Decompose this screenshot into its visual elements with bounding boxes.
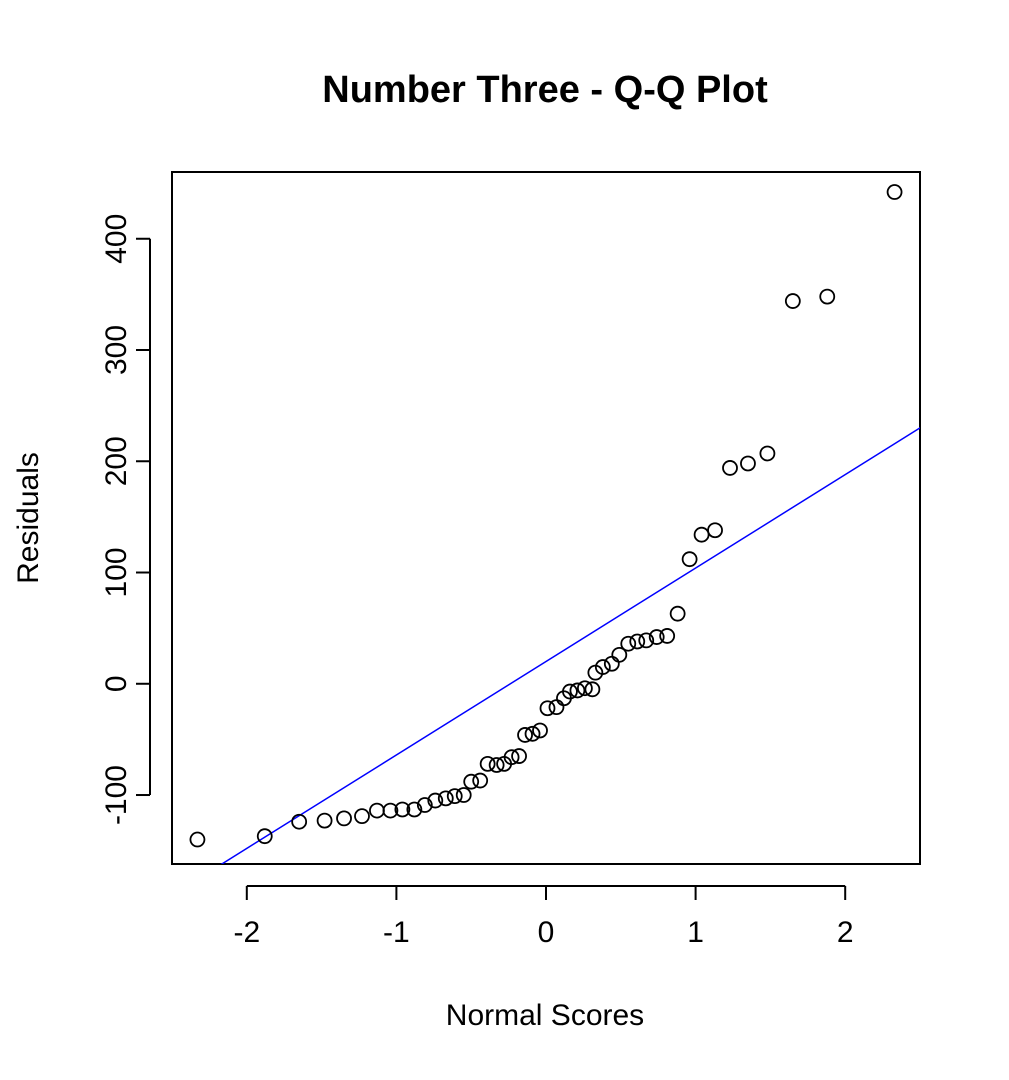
data-point [562,683,578,700]
data-point [517,727,533,743]
y-tick-label: -100 [100,765,133,825]
data-point [759,445,776,462]
data-point [620,635,637,652]
data-point [886,184,903,200]
data-point [406,801,423,818]
plot-area-frame [171,171,921,865]
data-point [603,655,620,672]
data-point [584,681,601,698]
data-point [479,755,496,772]
data-point [472,772,489,789]
x-tick-label: 1 [687,916,704,949]
data-point [463,773,480,790]
data-point [576,680,593,697]
data-point [369,802,385,819]
y-axis-label: Residuals [12,452,45,584]
y-tick-label: 0 [100,675,133,692]
data-point [722,460,738,476]
chart-title: Number Three - Q-Q Plot [322,69,768,111]
y-tick-label: 400 [100,214,133,264]
data-point [382,802,399,819]
data-point [256,828,273,845]
x-tick-label: -1 [383,916,410,949]
x-axis-label: Normal Scores [446,999,644,1032]
points-layer [189,184,903,848]
data-point [394,801,411,818]
y-tick-label: 200 [100,436,133,486]
data-point [539,700,556,717]
data-point [354,808,370,825]
data-point [189,831,206,848]
data-point [336,810,352,827]
data-point [659,628,676,644]
data-point [446,788,463,805]
data-point [416,797,433,813]
data-point [291,813,308,830]
data-point [669,605,686,622]
data-point [707,522,723,539]
data-point [638,632,655,649]
data-point [511,748,527,764]
reference-line-layer [220,426,920,864]
data-point [455,787,472,803]
data-point [427,792,444,809]
data-point [681,551,698,568]
data-point [784,293,801,309]
data-point [488,757,505,773]
x-tick-label: -2 [233,916,260,949]
data-point [648,629,665,645]
data-point [524,725,541,742]
data-point [693,526,710,543]
y-axis: -100 0 100 200 300 400 [100,214,151,825]
data-point [594,659,611,675]
data-point [503,749,520,766]
data-point [548,699,565,716]
qq-reference-line [220,426,920,864]
data-point [532,722,548,739]
data-point [740,455,756,472]
data-point [611,646,628,663]
x-tick-label: 0 [538,916,555,949]
data-point [316,812,333,829]
data-point [629,633,646,650]
x-axis: -2 -1 0 1 2 [233,885,854,949]
data-point [819,288,836,305]
data-point [437,790,454,807]
y-tick-label: 100 [100,547,133,597]
y-tick-label: 300 [100,325,133,375]
data-point [569,682,586,699]
x-tick-label: 2 [837,916,854,949]
